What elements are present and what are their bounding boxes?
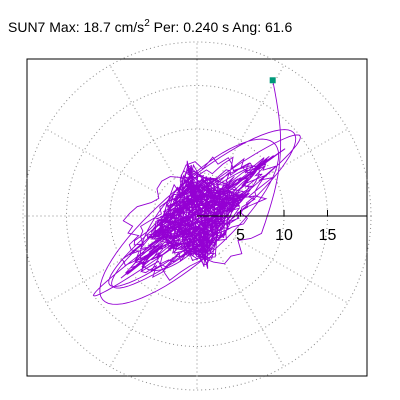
max-unit: cm/s bbox=[114, 19, 145, 35]
grid-circle bbox=[22, 41, 372, 391]
end-marker bbox=[269, 77, 276, 84]
motion-trace bbox=[93, 80, 301, 305]
grid-spoke bbox=[218, 253, 285, 367]
angle-label: Ang: bbox=[232, 19, 262, 35]
header-info: SUN7 Max: 18.7 cm/s2 Per: 0.240 s Ang: 6… bbox=[8, 18, 292, 35]
station-name: SUN7 bbox=[8, 19, 46, 35]
tick-label: 15 bbox=[319, 227, 337, 244]
grid-spoke bbox=[234, 237, 348, 304]
max-label: Max: bbox=[49, 19, 80, 35]
radial-axis: 5 10 15 bbox=[197, 210, 367, 244]
tick-label: 10 bbox=[275, 227, 293, 244]
trace-path bbox=[93, 80, 301, 305]
max-unit-exponent: 2 bbox=[144, 18, 150, 29]
angle-value: 61.6 bbox=[264, 19, 293, 35]
grid-spoke bbox=[109, 65, 176, 179]
grid-spoke bbox=[46, 128, 160, 195]
max-value: 18.7 bbox=[83, 19, 111, 35]
tick-label: 5 bbox=[236, 227, 245, 244]
period-value: 0.240 s bbox=[183, 19, 230, 35]
end-point-marker bbox=[269, 77, 276, 84]
grid-spoke bbox=[109, 253, 176, 367]
grid-spoke bbox=[46, 237, 160, 304]
grid-spoke bbox=[234, 128, 348, 195]
period-label: Per: bbox=[153, 19, 180, 35]
